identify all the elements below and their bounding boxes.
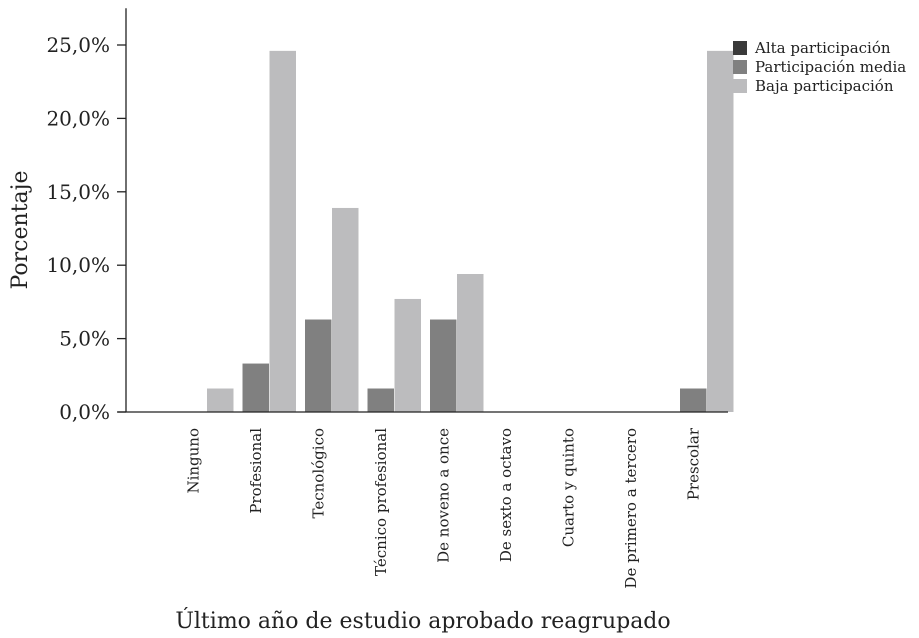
bar (332, 207, 359, 412)
y-axis-ticks: 0,0% 5,0% 10,0% 15,0% 20,0% 25,0% (46, 33, 126, 424)
bar (457, 274, 484, 412)
y-tick-label: 0,0% (59, 400, 110, 424)
x-tick-label: Ninguno (185, 428, 203, 494)
bar (367, 388, 394, 412)
x-tick-label: De noveno a once (435, 428, 453, 563)
bar (680, 388, 707, 412)
bar (207, 388, 234, 412)
legend-label: Baja participación (755, 77, 894, 95)
y-axis-title: Porcentaje (8, 171, 33, 290)
legend-label: Participación media (755, 58, 906, 76)
x-axis-title: Último año de estudio aprobado reagrupad… (175, 607, 670, 634)
x-tick-label: De sexto a octavo (497, 428, 515, 562)
bars (207, 50, 734, 412)
x-axis-tick-labels: Ninguno Profesional Tecnológico Técnico pro… (185, 427, 703, 588)
x-tick-label: Profesional (247, 428, 265, 514)
y-tick-label: 20,0% (46, 106, 110, 130)
y-tick-label: 5,0% (59, 327, 110, 351)
bar (305, 319, 332, 412)
y-tick-label: 15,0% (46, 180, 110, 204)
y-tick-label: 25,0% (46, 33, 110, 57)
bar (394, 298, 421, 412)
x-tick-label: Tecnológico (310, 428, 328, 518)
bar (707, 50, 734, 412)
x-tick-label: Cuarto y quinto (560, 428, 578, 547)
legend-label: Alta participación (754, 39, 891, 57)
bar (242, 363, 269, 412)
x-tick-label: Prescolar (685, 427, 703, 500)
legend-swatch (733, 79, 747, 93)
bar (430, 319, 457, 412)
x-tick-label: De primero a tercero (622, 428, 640, 589)
legend-swatch (733, 41, 747, 55)
bar (269, 50, 296, 412)
legend-swatch (733, 60, 747, 74)
y-tick-label: 10,0% (46, 253, 110, 277)
x-tick-label: Técnico profesional (372, 428, 390, 576)
